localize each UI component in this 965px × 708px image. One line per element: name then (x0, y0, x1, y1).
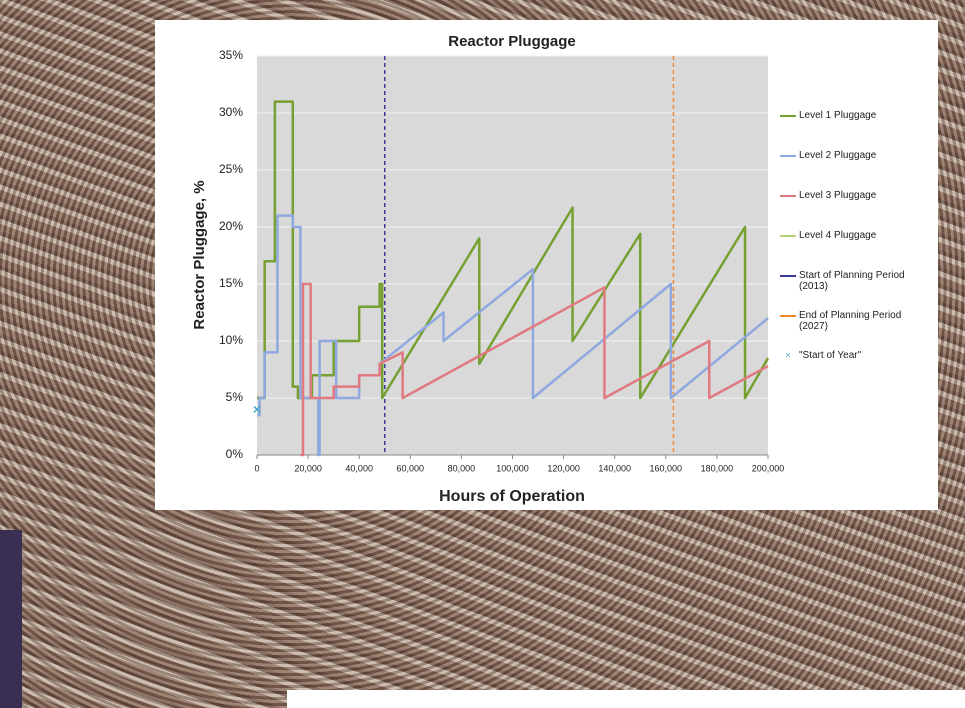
legend-label: Start of Planning Period (2013) (799, 270, 905, 292)
x-tick-label: 80,000 (448, 463, 476, 473)
legend-label: Level 1 Pluggage (799, 110, 877, 121)
legend-label: Level 4 Pluggage (799, 230, 877, 241)
x-tick-label: 160,000 (650, 463, 683, 473)
x-tick-label: 100,000 (496, 463, 529, 473)
text-box (287, 690, 965, 708)
legend-swatch (780, 275, 796, 277)
legend-item: Level 1 Pluggage (780, 110, 930, 150)
legend-item: Level 4 Pluggage (780, 230, 930, 270)
y-tick-label: 15% (219, 276, 243, 290)
legend-swatch (780, 115, 796, 117)
legend-swatch: × (785, 350, 791, 360)
legend-label: Level 2 Pluggage (799, 150, 877, 161)
y-tick-label: 20% (219, 219, 243, 233)
legend-swatch (780, 155, 796, 157)
legend-swatch (780, 315, 796, 317)
point (253, 405, 261, 413)
legend-item: End of Planning Period (2027) (780, 310, 930, 350)
legend-item: Start of Planning Period (2013) (780, 270, 930, 310)
x-tick-label: 20,000 (294, 463, 322, 473)
legend: Level 1 Pluggage Level 2 Pluggage Level 3 … (780, 110, 930, 390)
y-tick-label: 35% (219, 48, 243, 62)
y-tick-label: 10% (219, 333, 243, 347)
legend-item: × "Start of Year" (780, 350, 930, 390)
legend-label: End of Planning Period (2027) (799, 310, 902, 332)
y-tick-label: 25% (219, 162, 243, 176)
legend-swatch (780, 235, 796, 237)
chart-title: Reactor Pluggage (448, 33, 576, 50)
x-tick-label: 120,000 (547, 463, 580, 473)
line (257, 100, 770, 400)
y-tick-label: 30% (219, 105, 243, 119)
x-tick-label: 200,000 (752, 463, 785, 473)
photo-inset (0, 530, 22, 708)
y-tick-label: 0% (226, 447, 244, 461)
legend-item: Level 2 Pluggage (780, 150, 930, 190)
legend-label: "Start of Year" (799, 350, 862, 361)
y-axis-label: Reactor Pluggage, % (191, 180, 208, 329)
x-axis-label: Hours of Operation (439, 488, 585, 505)
legend-swatch (780, 195, 796, 197)
x-tick-label: 180,000 (701, 463, 734, 473)
x-tick-label: 140,000 (598, 463, 631, 473)
legend-label: Level 3 Pluggage (799, 190, 877, 201)
y-tick-label: 5% (226, 390, 244, 404)
x-tick-label: 60,000 (397, 463, 425, 473)
x-tick-label: 0 (254, 463, 259, 473)
x-tick-label: 40,000 (345, 463, 373, 473)
line (300, 282, 769, 457)
legend-item: Level 3 Pluggage (780, 190, 930, 230)
